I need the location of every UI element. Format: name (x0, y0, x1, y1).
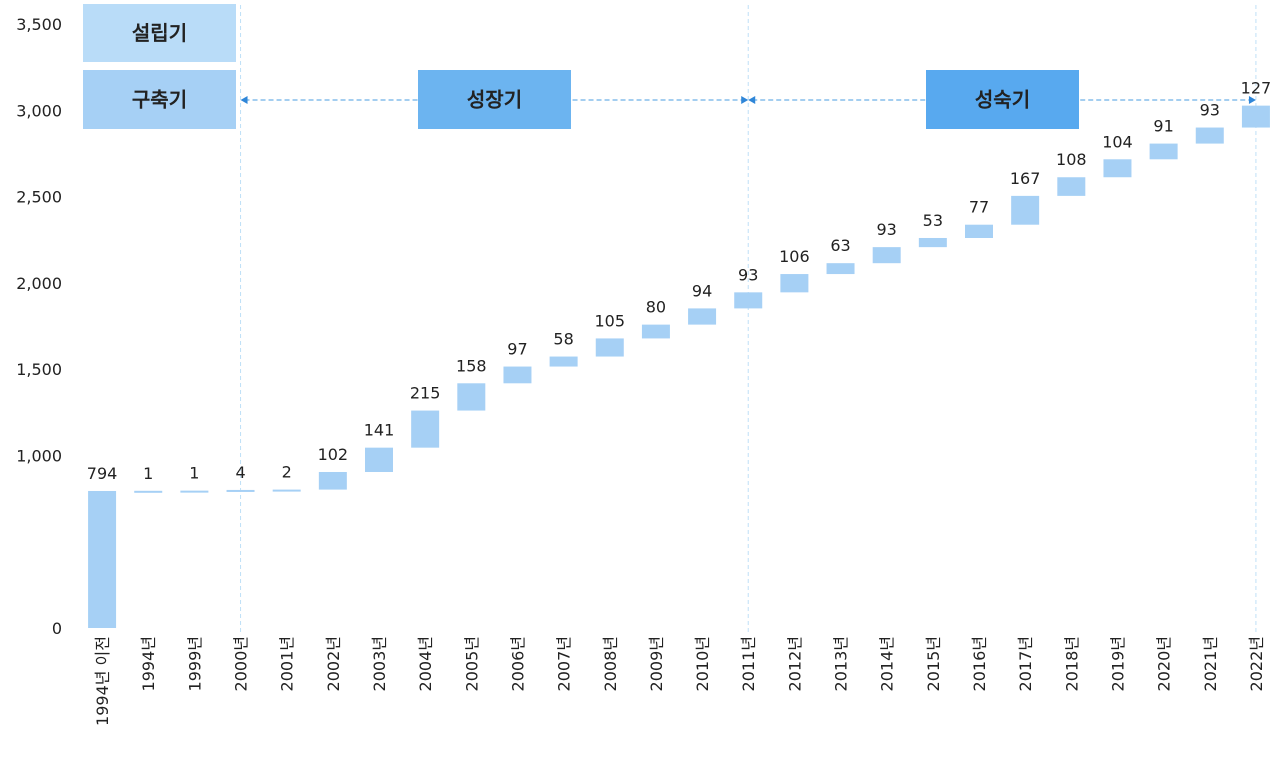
value-label: 1 (189, 464, 199, 483)
x-tick-label: 1994년 (139, 636, 158, 691)
x-tick-label: 2003년 (370, 636, 389, 691)
bar (1103, 159, 1132, 178)
value-label: 215 (410, 384, 441, 403)
arrow-head (1248, 96, 1256, 104)
value-label: 53 (923, 211, 943, 230)
bar (688, 308, 717, 325)
x-tick-label: 2016년 (970, 636, 989, 691)
bar (965, 224, 993, 238)
y-tick-label: 3,500 (16, 15, 62, 34)
value-label: 1 (143, 464, 153, 483)
bar (88, 490, 117, 628)
phase-box (926, 70, 1079, 129)
bar (595, 338, 624, 357)
x-tick-label: 1999년 (185, 636, 204, 691)
x-tick-label: 2012년 (785, 636, 804, 691)
value-label: 80 (646, 298, 666, 317)
value-label: 794 (87, 464, 118, 483)
x-tick-label: 2007년 (555, 636, 574, 691)
x-tick-label: 2008년 (601, 636, 620, 691)
phase-label: 성장기 (467, 88, 522, 112)
value-label: 106 (779, 247, 810, 266)
y-tick-label: 0 (52, 619, 62, 638)
x-tick-label: 2002년 (324, 636, 343, 691)
arrow-head (741, 96, 749, 104)
value-label: 93 (1200, 101, 1220, 120)
bar (1057, 177, 1086, 196)
value-label: 127 (1241, 79, 1272, 98)
value-label: 2 (282, 463, 292, 482)
bar (1149, 143, 1178, 160)
bar (1011, 195, 1040, 225)
value-label: 58 (553, 330, 573, 349)
value-label: 104 (1102, 132, 1133, 151)
y-tick-label: 2,000 (16, 274, 62, 293)
value-label: 141 (364, 421, 395, 440)
value-label: 105 (594, 311, 625, 330)
phase-label: 설립기 (132, 21, 187, 45)
bar (318, 471, 347, 490)
y-tick-label: 1,000 (16, 446, 62, 465)
y-tick-label: 1,500 (16, 360, 62, 379)
x-tick-label: 2014년 (878, 636, 897, 691)
phase-box (83, 70, 236, 129)
bar (503, 366, 532, 384)
phase-box (418, 70, 571, 129)
bar (734, 292, 763, 309)
phase-label: 성숙기 (975, 88, 1030, 112)
x-tick-label: 2010년 (693, 636, 712, 691)
value-label: 158 (456, 356, 487, 375)
phase-box (83, 4, 236, 62)
bar (134, 490, 163, 493)
arrow-head (748, 96, 756, 104)
value-label: 63 (830, 236, 850, 255)
x-tick-label: 2001년 (278, 636, 297, 691)
x-tick-label: 2015년 (924, 636, 943, 691)
phase-label: 구축기 (132, 88, 187, 112)
x-tick-label: 2013년 (832, 636, 851, 691)
value-label: 93 (738, 265, 758, 284)
x-tick-label: 2006년 (508, 636, 527, 691)
bar (826, 263, 855, 275)
bar (780, 274, 809, 293)
x-tick-label: 2009년 (647, 636, 666, 691)
bar (1241, 105, 1270, 128)
x-tick-label: 2017년 (1016, 636, 1035, 691)
y-tick-label: 2,500 (16, 188, 62, 207)
value-label: 93 (877, 220, 897, 239)
arrow-head (240, 96, 248, 104)
bar (411, 410, 440, 448)
x-tick-label: 2021년 (1201, 636, 1220, 691)
x-tick-label: 2020년 (1155, 636, 1174, 691)
value-label: 4 (235, 463, 245, 482)
bar (872, 247, 901, 264)
bar (549, 356, 578, 367)
x-tick-label: 2019년 (1108, 636, 1127, 691)
x-tick-label: 2005년 (462, 636, 481, 691)
bar (365, 447, 393, 472)
bar (1195, 127, 1224, 144)
x-tick-label: 2018년 (1062, 636, 1081, 691)
y-tick-label: 3,000 (16, 101, 62, 120)
x-tick-label: 2000년 (232, 636, 251, 691)
x-tick-label: 2022년 (1247, 636, 1266, 691)
value-label: 102 (318, 445, 349, 464)
x-tick-label: 1994년 이전 (93, 636, 112, 726)
value-label: 108 (1056, 150, 1087, 169)
value-label: 97 (507, 340, 527, 359)
x-tick-label: 2004년 (416, 636, 435, 691)
value-label: 77 (969, 198, 989, 217)
value-label: 167 (1010, 169, 1041, 188)
bar (180, 490, 209, 493)
bar (641, 324, 670, 339)
bar (918, 237, 947, 248)
bar (272, 489, 301, 492)
bar (457, 383, 486, 411)
bar (226, 489, 255, 492)
value-label: 94 (692, 281, 712, 300)
x-tick-label: 2011년 (739, 636, 758, 691)
value-label: 91 (1153, 117, 1173, 136)
